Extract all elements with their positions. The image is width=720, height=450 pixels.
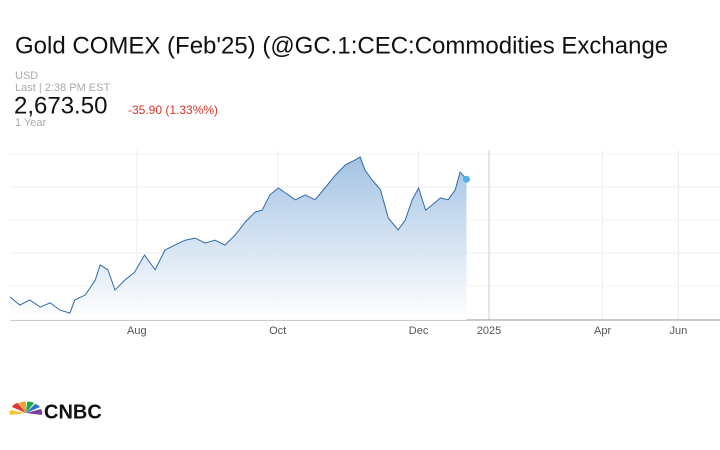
price: 2,673.50 [14,92,107,119]
chart-title: Gold COMEX (Feb'25) (@GC.1:CEC:Commoditi… [15,32,668,59]
x-tick-label: Oct [269,325,286,337]
x-tick-label: Jun [669,325,687,337]
logo: CNBC [9,401,102,423]
logo-text: CNBC [44,401,102,423]
last-time: Last | 2:38 PM EST [15,82,110,94]
x-tick-label: Dec [409,325,429,337]
range: 1 Year [15,117,47,129]
currency: USD [15,70,38,82]
area [10,156,467,320]
last-point [462,175,470,183]
x-tick-label: Apr [594,325,611,337]
plot: Aug Oct Dec 2025 Apr Jun [9,150,720,337]
line [9,156,467,314]
x-tick-label: 2025 [477,325,501,337]
x-tick-label: Aug [127,325,147,337]
change: -35.90 (1.33%%) [128,103,218,117]
